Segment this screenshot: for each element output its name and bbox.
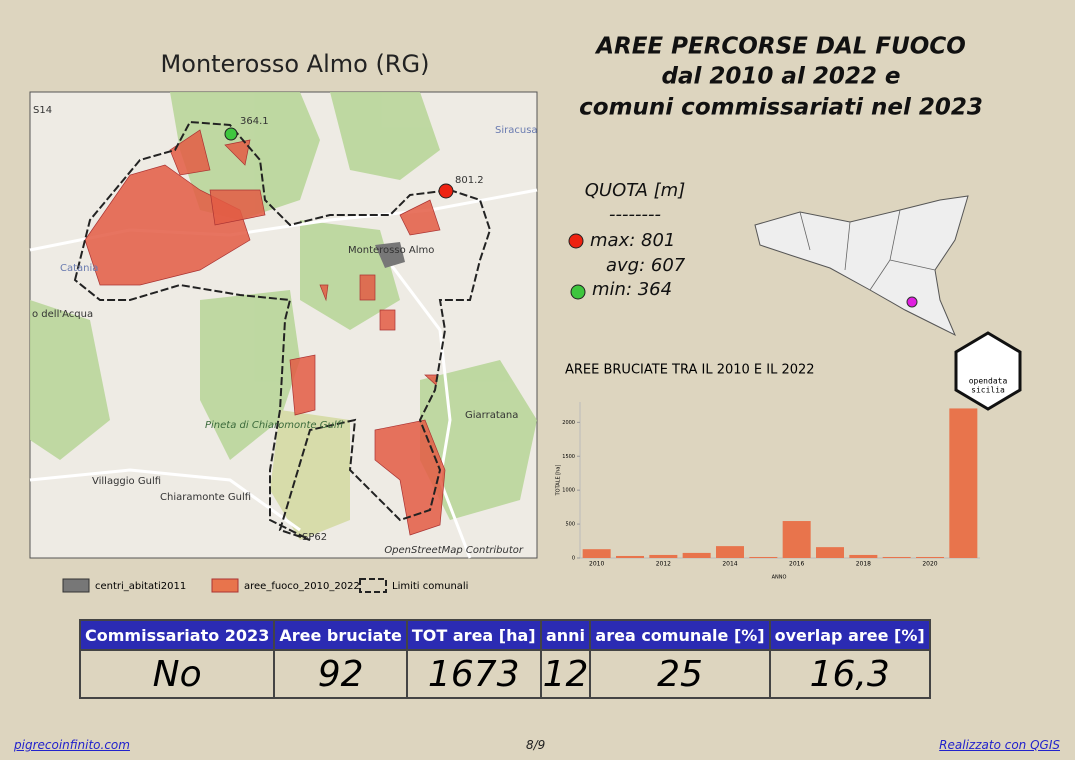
column-header: Aree bruciate [273, 619, 408, 651]
municipal-boundary [73, 120, 492, 541]
title: comuni commissariati nel 2023 [579, 95, 983, 121]
logo-text: opendata [969, 377, 1008, 386]
quota-title: QUOTA [m] [585, 180, 685, 201]
max-point [438, 183, 454, 199]
fields [270, 410, 350, 540]
map-label: Pineta di Chiaromonte Gulfi [205, 420, 344, 431]
title: dal 2010 al 2022 e [662, 64, 901, 90]
urban-area [375, 242, 405, 268]
map-label: 364.1 [240, 116, 269, 127]
table-header: Commissariato 2023 Aree bruciate TOT area … [78, 619, 931, 651]
map-label: o dell'Acqua [32, 309, 93, 320]
column-header: anni [539, 619, 592, 651]
quota-separator: -------- [609, 204, 661, 225]
cell: 92 [273, 649, 408, 699]
burnt-areas [84, 129, 446, 536]
bar [816, 547, 844, 558]
bar [949, 408, 978, 558]
quota-avg: avg: 607 [606, 255, 686, 276]
bar [749, 556, 778, 558]
map-label: Chiaramonte Gulfi [160, 492, 251, 503]
cell: No [78, 649, 276, 699]
summary-table: Commissariato 2023 Aree bruciate TOT area … [78, 619, 931, 699]
map-label: 801.2 [455, 175, 484, 186]
y-tick-label: 500 [565, 522, 575, 528]
canvas: Monterosso Almo (RG) AREE PERCORSE DAL F… [29, 34, 1022, 593]
max-dot [568, 233, 584, 249]
x-tick-label: 2010 [589, 561, 604, 568]
quota-max: max: 801 [590, 230, 675, 251]
map-title: Monterosso Almo (RG) [161, 50, 430, 78]
legend-swatch [62, 578, 90, 593]
x-axis-label: ANNO [772, 575, 787, 581]
legend-label: aree_fuoco_2010_2022 [244, 581, 360, 592]
legend-swatch [211, 578, 239, 593]
x-tick-label: 2020 [922, 561, 937, 568]
y-axis-label: TOTALE [ha] [556, 465, 562, 497]
column-header: Commissariato 2023 [78, 619, 276, 651]
bar [582, 549, 611, 558]
y-tick-label: 0 [572, 556, 575, 562]
chart-title: AREE BRUCIATE TRA IL 2010 E IL 2022 [565, 363, 815, 378]
footer-credit[interactable]: Realizzato con QGIS [939, 738, 1060, 752]
map-label: Villaggio Gulfi [92, 476, 161, 487]
column-header: area comunale [%] [589, 619, 771, 651]
bar [716, 546, 744, 558]
x-tick-label: 2016 [789, 561, 804, 568]
sicily-map [754, 195, 969, 337]
x-tick-label: 2018 [856, 561, 871, 568]
logo-text: sicilia [971, 386, 1005, 395]
footer-link[interactable]: pigrecoinfinito.com [14, 738, 130, 752]
bar [916, 556, 944, 558]
column-header: overlap aree [%] [768, 619, 931, 651]
min-dot [570, 284, 586, 300]
map-label: Giarratana [465, 410, 518, 421]
bar [782, 521, 811, 558]
min-point [224, 127, 238, 141]
map-label: Catania [60, 263, 98, 274]
table-row: No 92 1673 12 25 16,3 [78, 649, 931, 699]
y-tick-label: 2000 [562, 420, 575, 426]
x-tick-label: 2014 [722, 561, 737, 568]
provinces [799, 209, 936, 291]
legend-label: Limiti comunali [392, 581, 468, 592]
cell: 12 [539, 649, 592, 699]
map-label: Monterosso Almo [348, 245, 434, 256]
x-tick-label: 2012 [656, 561, 671, 568]
bar [849, 554, 878, 558]
legend-label: centri_abitati2011 [95, 581, 186, 592]
page-number: 8/9 [526, 738, 546, 752]
location-dot [906, 296, 918, 308]
legend-swatch [359, 578, 387, 593]
column-header: TOT area [ha] [405, 619, 542, 651]
map-label: SP62 [302, 532, 327, 543]
map-attribution: OpenStreetMap Contributor [384, 545, 524, 556]
bar [882, 556, 911, 558]
cell: 25 [589, 649, 771, 699]
bar [616, 555, 644, 558]
cell: 1673 [405, 649, 542, 699]
y-tick-label: 1000 [562, 488, 575, 494]
title: AREE PERCORSE DAL FUOCO [594, 34, 966, 60]
y-tick-label: 1500 [562, 454, 575, 460]
map-label: Siracusa [495, 125, 538, 136]
map-label: S14 [33, 105, 52, 116]
cell: 16,3 [768, 649, 931, 699]
logo [954, 331, 1022, 411]
bar [649, 554, 678, 558]
quota-min: min: 364 [592, 279, 672, 300]
bar [682, 552, 711, 558]
